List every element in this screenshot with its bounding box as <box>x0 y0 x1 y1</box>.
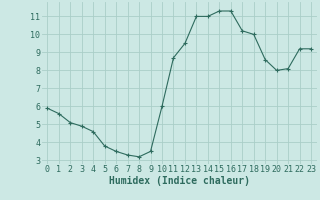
X-axis label: Humidex (Indice chaleur): Humidex (Indice chaleur) <box>109 176 250 186</box>
